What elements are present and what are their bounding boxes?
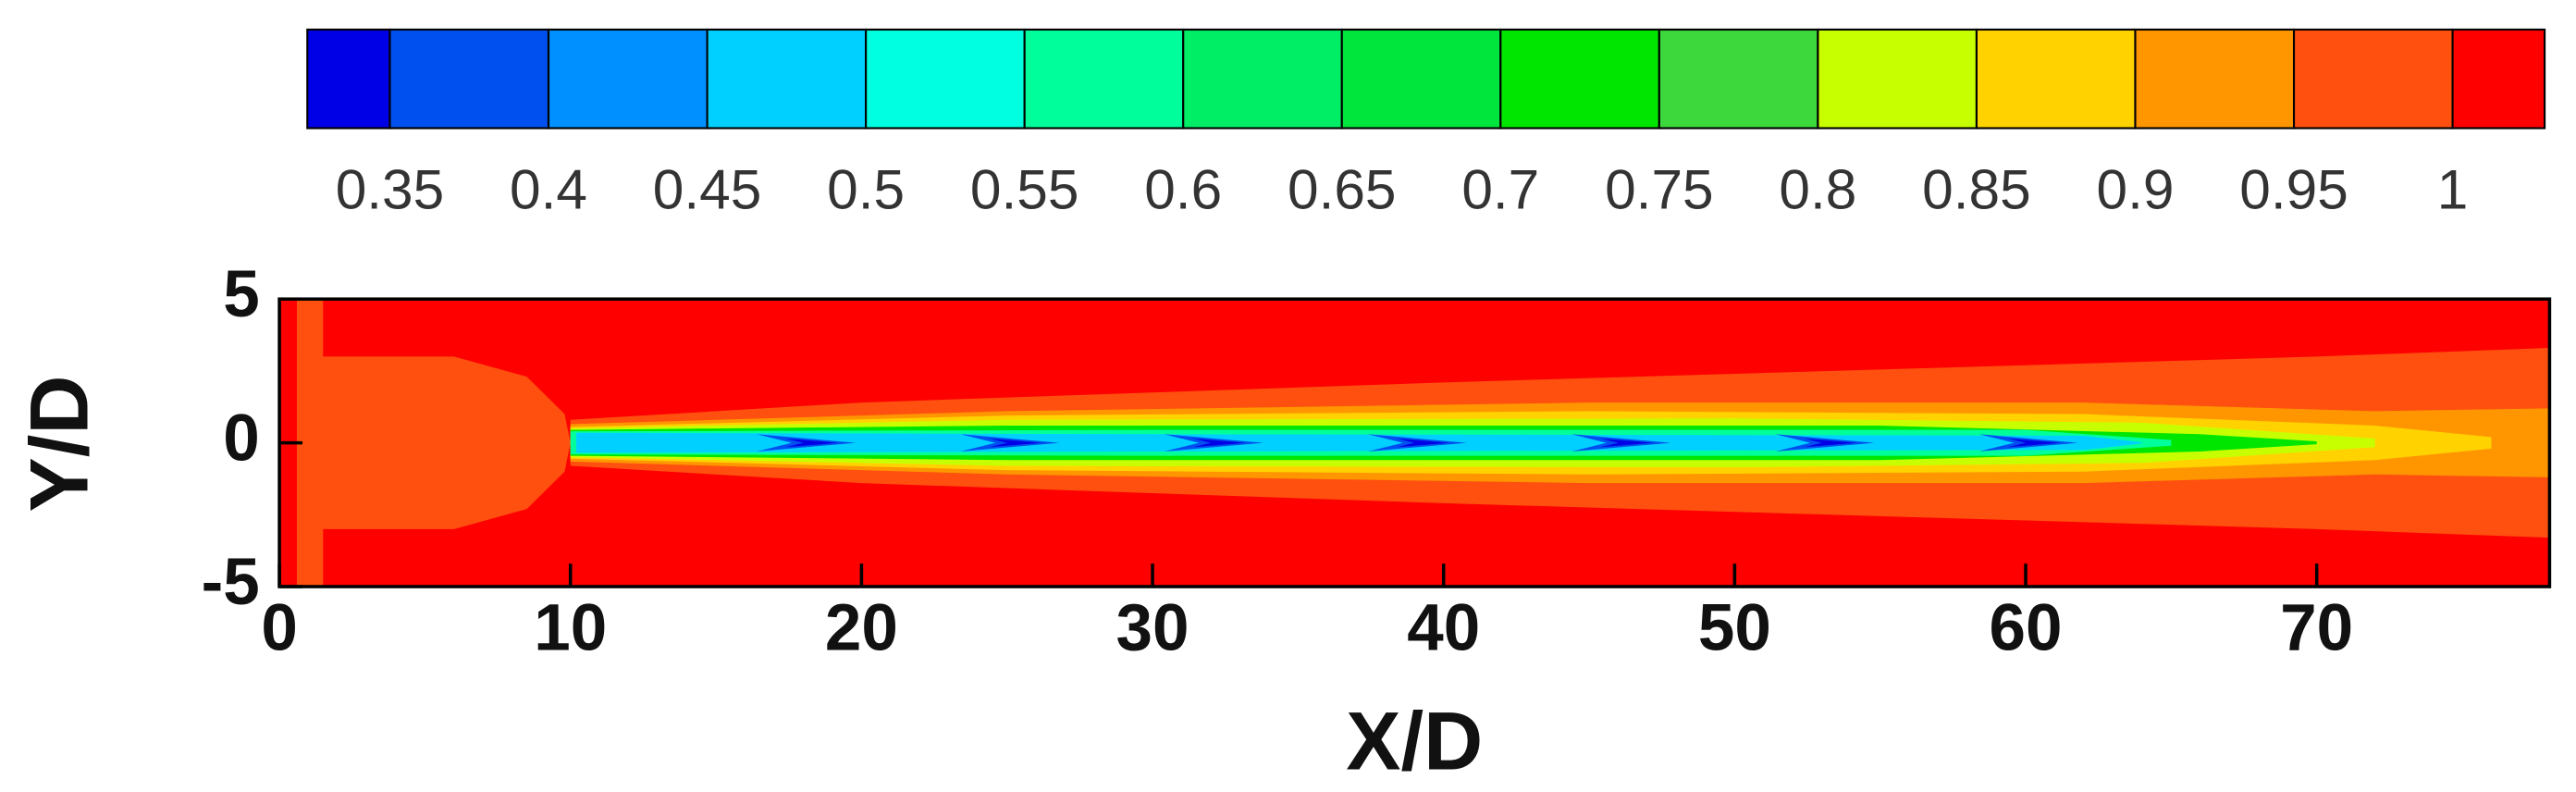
- colorbar-label: 0.8: [1779, 158, 1856, 221]
- contour-region: [785, 438, 839, 448]
- x-tick-label: 10: [534, 592, 607, 665]
- y-tick-label: 5: [223, 258, 260, 331]
- colorbar-band: [388, 28, 550, 130]
- colorbar-band: [865, 28, 1026, 130]
- x-tick-label: 40: [1407, 592, 1480, 665]
- y-axis-title: Y/D: [14, 376, 105, 513]
- colorbar-label: 1: [2437, 158, 2469, 221]
- colorbar-band: [2451, 28, 2546, 130]
- x-axis-title: X/D: [1346, 696, 1483, 787]
- colorbar-band: [2134, 28, 2296, 130]
- contour-region: [2008, 438, 2061, 448]
- colorbar-band: [1658, 28, 1819, 130]
- colorbar-label: 0.55: [970, 158, 1079, 221]
- colorbar-label: 0.85: [1922, 158, 2031, 221]
- y-tick-label: -5: [202, 546, 260, 619]
- colorbar-label: 0.6: [1144, 158, 1222, 221]
- colorbar-band: [706, 28, 868, 130]
- x-tick-label: 20: [825, 592, 898, 665]
- colorbar-label: 0.45: [653, 158, 762, 221]
- x-tick-label: 30: [1116, 592, 1189, 665]
- x-tick-label: 60: [1990, 592, 2063, 665]
- contour-region: [576, 432, 2142, 453]
- x-tick-label: 70: [2280, 592, 2353, 665]
- x-tick-label: 50: [1698, 592, 1771, 665]
- contour-region: [296, 299, 324, 588]
- colorbar-label: 0.35: [336, 158, 445, 221]
- colorbar-band: [2292, 28, 2454, 130]
- colorbar-band: [1340, 28, 1502, 130]
- colorbar-band: [1023, 28, 1185, 130]
- x-tick-label: 0: [261, 592, 298, 665]
- contour-region: [296, 356, 571, 529]
- contour-region: [1193, 438, 1246, 448]
- colorbar-band: [547, 28, 709, 130]
- colorbar-band: [1499, 28, 1660, 130]
- colorbar-band: [1182, 28, 1343, 130]
- contour-region: [1397, 438, 1450, 448]
- contour-region: [1804, 438, 1857, 448]
- y-tick-label: 0: [223, 402, 260, 475]
- colorbar-label: 0.5: [827, 158, 905, 221]
- contour-region: [989, 438, 1042, 448]
- colorbar-band: [1975, 28, 2137, 130]
- colorbar-label: 0.4: [510, 158, 587, 221]
- colorbar-label: 0.7: [1461, 158, 1539, 221]
- colorbar-band: [1817, 28, 1978, 130]
- colorbar-label: 0.75: [1605, 158, 1714, 221]
- colorbar-label: 0.95: [2239, 158, 2348, 221]
- contour-region: [1600, 438, 1654, 448]
- colorbar-label: 0.9: [2097, 158, 2175, 221]
- colorbar-label: 0.65: [1288, 158, 1397, 221]
- colorbar-band: [306, 28, 391, 130]
